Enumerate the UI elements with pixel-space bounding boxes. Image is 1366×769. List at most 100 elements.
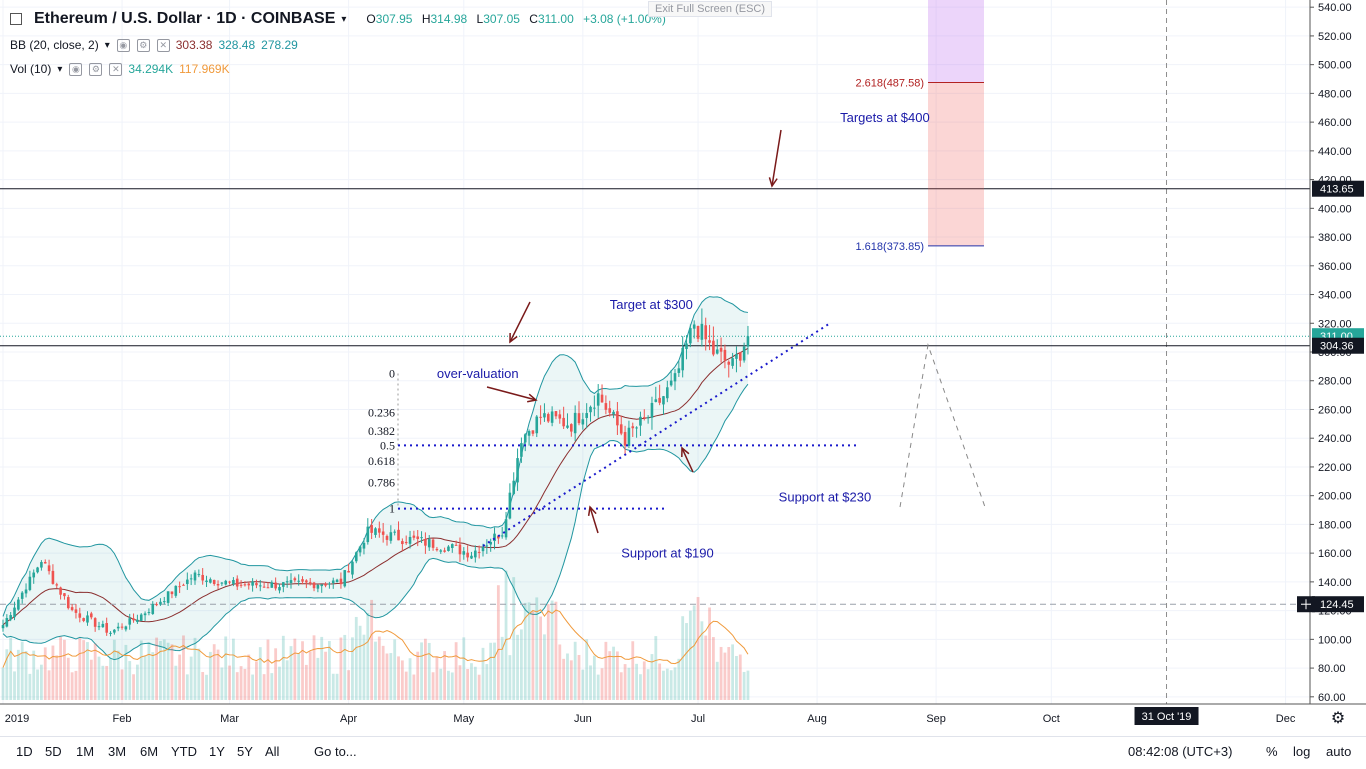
candle-body — [205, 580, 208, 583]
eye-icon[interactable]: ◉ — [116, 38, 130, 52]
candle-body — [397, 529, 400, 541]
symbol-title[interactable]: Ethereum / U.S. Dollar · 1D · COINBASE — [34, 10, 336, 27]
range-all[interactable]: All — [265, 744, 280, 759]
percent-toggle[interactable]: % — [1266, 744, 1278, 759]
goto-button[interactable]: Go to... — [314, 744, 357, 759]
volume-bar — [435, 656, 439, 700]
log-toggle[interactable]: log — [1293, 744, 1311, 759]
candle — [220, 582, 224, 586]
range-5d[interactable]: 5D — [45, 744, 62, 759]
candle-body — [235, 578, 239, 587]
candle — [151, 601, 155, 615]
candle-body — [147, 612, 151, 614]
clock[interactable]: 08:42:08 (UTC+3) — [1128, 744, 1233, 759]
price-tick-label: 380.00 — [1318, 232, 1352, 244]
volume-bar — [354, 616, 358, 700]
price-axis: 60.0080.00100.00120.00140.00160.00180.00… — [1297, 0, 1364, 704]
range-5y[interactable]: 5Y — [237, 744, 253, 759]
price-tick-label: 140.00 — [1318, 577, 1352, 589]
candle — [159, 598, 162, 606]
volume-bar — [627, 667, 631, 700]
volume-bar — [93, 643, 97, 700]
candle — [719, 337, 723, 363]
volume-bar — [431, 672, 435, 700]
range-ytd[interactable]: YTD — [171, 744, 197, 759]
volume-bar — [669, 670, 673, 700]
candle — [113, 629, 116, 635]
range-3m[interactable]: 3M — [108, 744, 127, 759]
candle-body — [278, 587, 281, 591]
collapse-legend-icon[interactable] — [10, 13, 22, 25]
volume-bar — [212, 644, 216, 700]
auto-toggle[interactable]: auto — [1326, 744, 1352, 759]
time-tick-label: Sep — [926, 713, 946, 725]
ohlc-values: O307.95 H314.98 L307.05 C311.00 +3.08 (+… — [366, 12, 666, 26]
candle-body — [527, 431, 531, 436]
volume-bar — [189, 656, 193, 700]
range-1m[interactable]: 1M — [76, 744, 95, 759]
candle — [581, 412, 585, 430]
volume-bar — [439, 668, 443, 700]
candle-body — [550, 411, 554, 423]
candle — [420, 531, 423, 544]
volume-bar — [577, 654, 581, 700]
candle — [312, 581, 316, 592]
candle-body — [727, 361, 731, 365]
candle — [5, 614, 9, 628]
candle — [24, 583, 28, 598]
candle — [662, 395, 665, 415]
candle — [189, 574, 193, 586]
candle — [562, 406, 565, 429]
close-icon[interactable]: ✕ — [109, 62, 123, 76]
eye-icon[interactable]: ◉ — [69, 62, 83, 76]
time-axis: 2019 Feb Mar Apr May Jun Jul Aug Sep Oct Dec 31 Oct… — [0, 703, 1366, 727]
range-1y[interactable]: 1Y — [209, 744, 225, 759]
volume-bar — [508, 655, 512, 700]
volume-bar — [712, 637, 715, 700]
candle — [205, 575, 208, 588]
candle — [589, 405, 592, 422]
chevron-down-icon[interactable]: ▾ — [341, 13, 347, 25]
time-tick-label: Feb — [113, 713, 132, 725]
chevron-down-icon[interactable]: ▾ — [104, 39, 110, 51]
candle — [55, 582, 59, 589]
close-icon[interactable]: ✕ — [156, 38, 170, 52]
range-6m[interactable]: 6M — [140, 744, 159, 759]
gear-icon[interactable]: ⚙ — [136, 38, 150, 52]
candle — [527, 429, 531, 446]
price-tick-label: 400.00 — [1318, 203, 1352, 215]
candle-body — [266, 587, 270, 589]
candle-body — [427, 539, 431, 548]
price-tick-label: 460.00 — [1318, 117, 1352, 129]
candle-body — [746, 336, 750, 347]
candle-body — [543, 413, 546, 418]
volume-bar — [473, 666, 477, 700]
candle — [339, 572, 343, 589]
volume-bar — [281, 635, 285, 700]
volume-bar — [642, 661, 646, 700]
vol-indicator-label[interactable]: Vol (10) — [10, 62, 52, 76]
candle-body — [339, 578, 343, 585]
candle-body — [604, 403, 608, 410]
range-1d[interactable]: 1D — [16, 744, 33, 759]
volume-bar — [178, 654, 182, 700]
chevron-down-icon[interactable]: ▾ — [57, 63, 63, 75]
volume-bar — [124, 644, 128, 700]
volume-value: 34.294K — [128, 62, 174, 76]
arrow-shaft — [681, 447, 694, 473]
candle — [566, 413, 569, 429]
gear-icon[interactable]: ⚙ — [89, 62, 103, 76]
gear-icon[interactable]: ⚙ — [1331, 708, 1345, 727]
volume-bar — [397, 656, 400, 700]
candle-body — [370, 525, 373, 533]
candle — [282, 581, 285, 593]
volume-bar — [201, 672, 205, 700]
exit-fullscreen-button[interactable]: Exit Full Screen (ESC) — [648, 1, 773, 17]
candle-body — [358, 546, 362, 553]
bb-indicator-label[interactable]: BB (20, close, 2) — [10, 38, 99, 52]
candle-body — [132, 618, 135, 621]
candle — [681, 336, 684, 378]
candle — [251, 578, 254, 592]
